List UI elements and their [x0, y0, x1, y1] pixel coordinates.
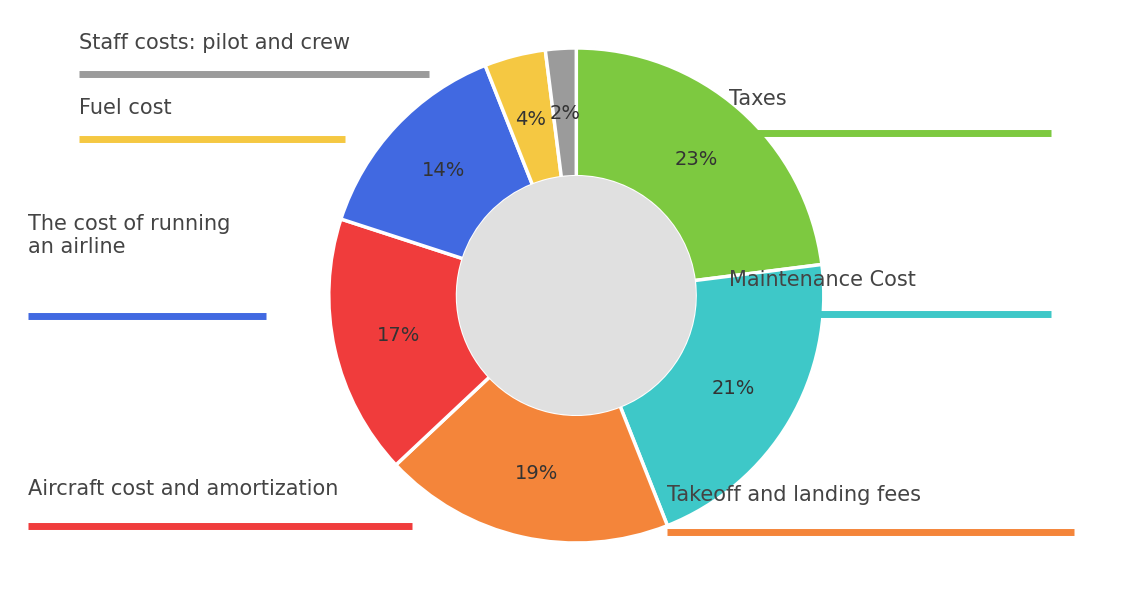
Wedge shape [396, 377, 668, 543]
Text: The cost of running
an airline: The cost of running an airline [28, 214, 231, 257]
Wedge shape [576, 48, 822, 281]
Text: 23%: 23% [675, 150, 719, 168]
Text: Maintenance Cost: Maintenance Cost [729, 269, 915, 290]
Circle shape [329, 48, 824, 543]
Text: 21%: 21% [711, 379, 755, 398]
Wedge shape [620, 265, 824, 525]
Circle shape [458, 177, 695, 414]
Text: 17%: 17% [377, 326, 420, 345]
Text: 2%: 2% [549, 105, 581, 124]
Text: Taxes: Taxes [729, 89, 786, 109]
Text: Aircraft cost and amortization: Aircraft cost and amortization [28, 479, 339, 499]
Wedge shape [546, 48, 576, 178]
Text: 19%: 19% [515, 463, 558, 482]
Wedge shape [341, 66, 532, 259]
Text: 4%: 4% [515, 110, 547, 129]
Text: 14%: 14% [421, 161, 466, 180]
Text: Fuel cost: Fuel cost [79, 98, 172, 118]
Wedge shape [329, 219, 489, 465]
Wedge shape [485, 50, 562, 185]
Text: Staff costs: pilot and crew: Staff costs: pilot and crew [79, 33, 350, 53]
Text: Takeoff and landing fees: Takeoff and landing fees [667, 485, 921, 505]
